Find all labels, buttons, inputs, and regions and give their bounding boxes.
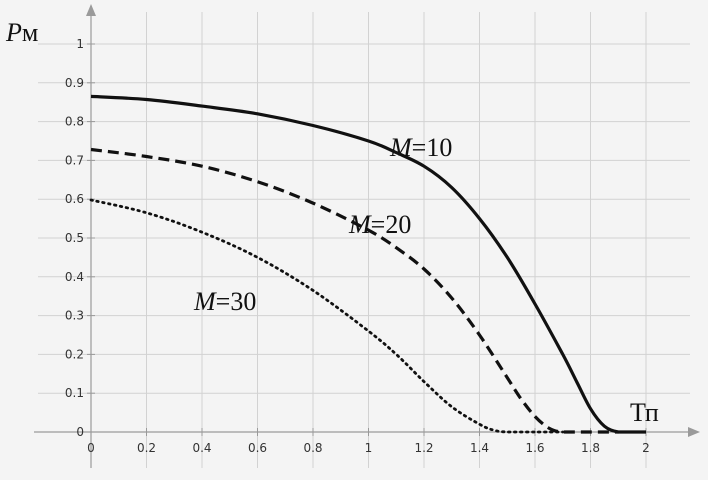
- x-tick-label: 0.6: [248, 441, 267, 455]
- x-tick-label: 0.4: [192, 441, 211, 455]
- y-tick-label: 0.1: [65, 386, 84, 400]
- x-tick-label: 1.8: [581, 441, 600, 455]
- x-tick-label: 1.4: [470, 441, 489, 455]
- x-axis-arrow: [688, 427, 700, 437]
- y-tick-label: 1: [76, 37, 84, 51]
- x-tick-label: 0.8: [303, 441, 322, 455]
- y-tick-label: 0.5: [65, 231, 84, 245]
- y-axis-arrow: [86, 4, 96, 16]
- y-tick-label: 0.7: [65, 153, 84, 167]
- series-line-m30: [89, 198, 565, 434]
- x-tick-label: 1.6: [525, 441, 544, 455]
- x-tick-label: 2: [642, 441, 650, 455]
- y-tick-label: 0.6: [65, 192, 84, 206]
- series-line-m10: [90, 94, 646, 434]
- x-tick-label: 1.2: [414, 441, 433, 455]
- series-label-m30: M=30: [193, 287, 256, 316]
- y-tick-label: 0: [76, 425, 84, 439]
- tick-labels: 0 0.2 0.4 0.6 0.8 1 1.2 1.4 1.6 1.8 2 0 0.1 0.2 0.3 0.4…: [65, 37, 650, 455]
- axes: [34, 4, 700, 468]
- y-tick-label: 0.3: [65, 309, 84, 323]
- series-line-m20: [90, 147, 619, 434]
- series-label-m20: M=20: [348, 210, 411, 239]
- x-tick-label: 0: [87, 441, 95, 455]
- y-tick-label: 0.2: [65, 347, 84, 361]
- series-lines: [89, 94, 646, 434]
- x-tick-label: 0.2: [137, 441, 156, 455]
- grid: [38, 12, 690, 468]
- y-tick-label: 0.4: [65, 270, 84, 284]
- x-axis-label: Тп: [630, 398, 659, 427]
- y-tick-label: 0.9: [65, 76, 84, 90]
- x-tick-label: 1: [365, 441, 373, 455]
- y-axis-label: Pм: [5, 18, 38, 47]
- y-tick-label: 0.8: [65, 115, 84, 129]
- series-label-m10: M=10: [389, 133, 452, 162]
